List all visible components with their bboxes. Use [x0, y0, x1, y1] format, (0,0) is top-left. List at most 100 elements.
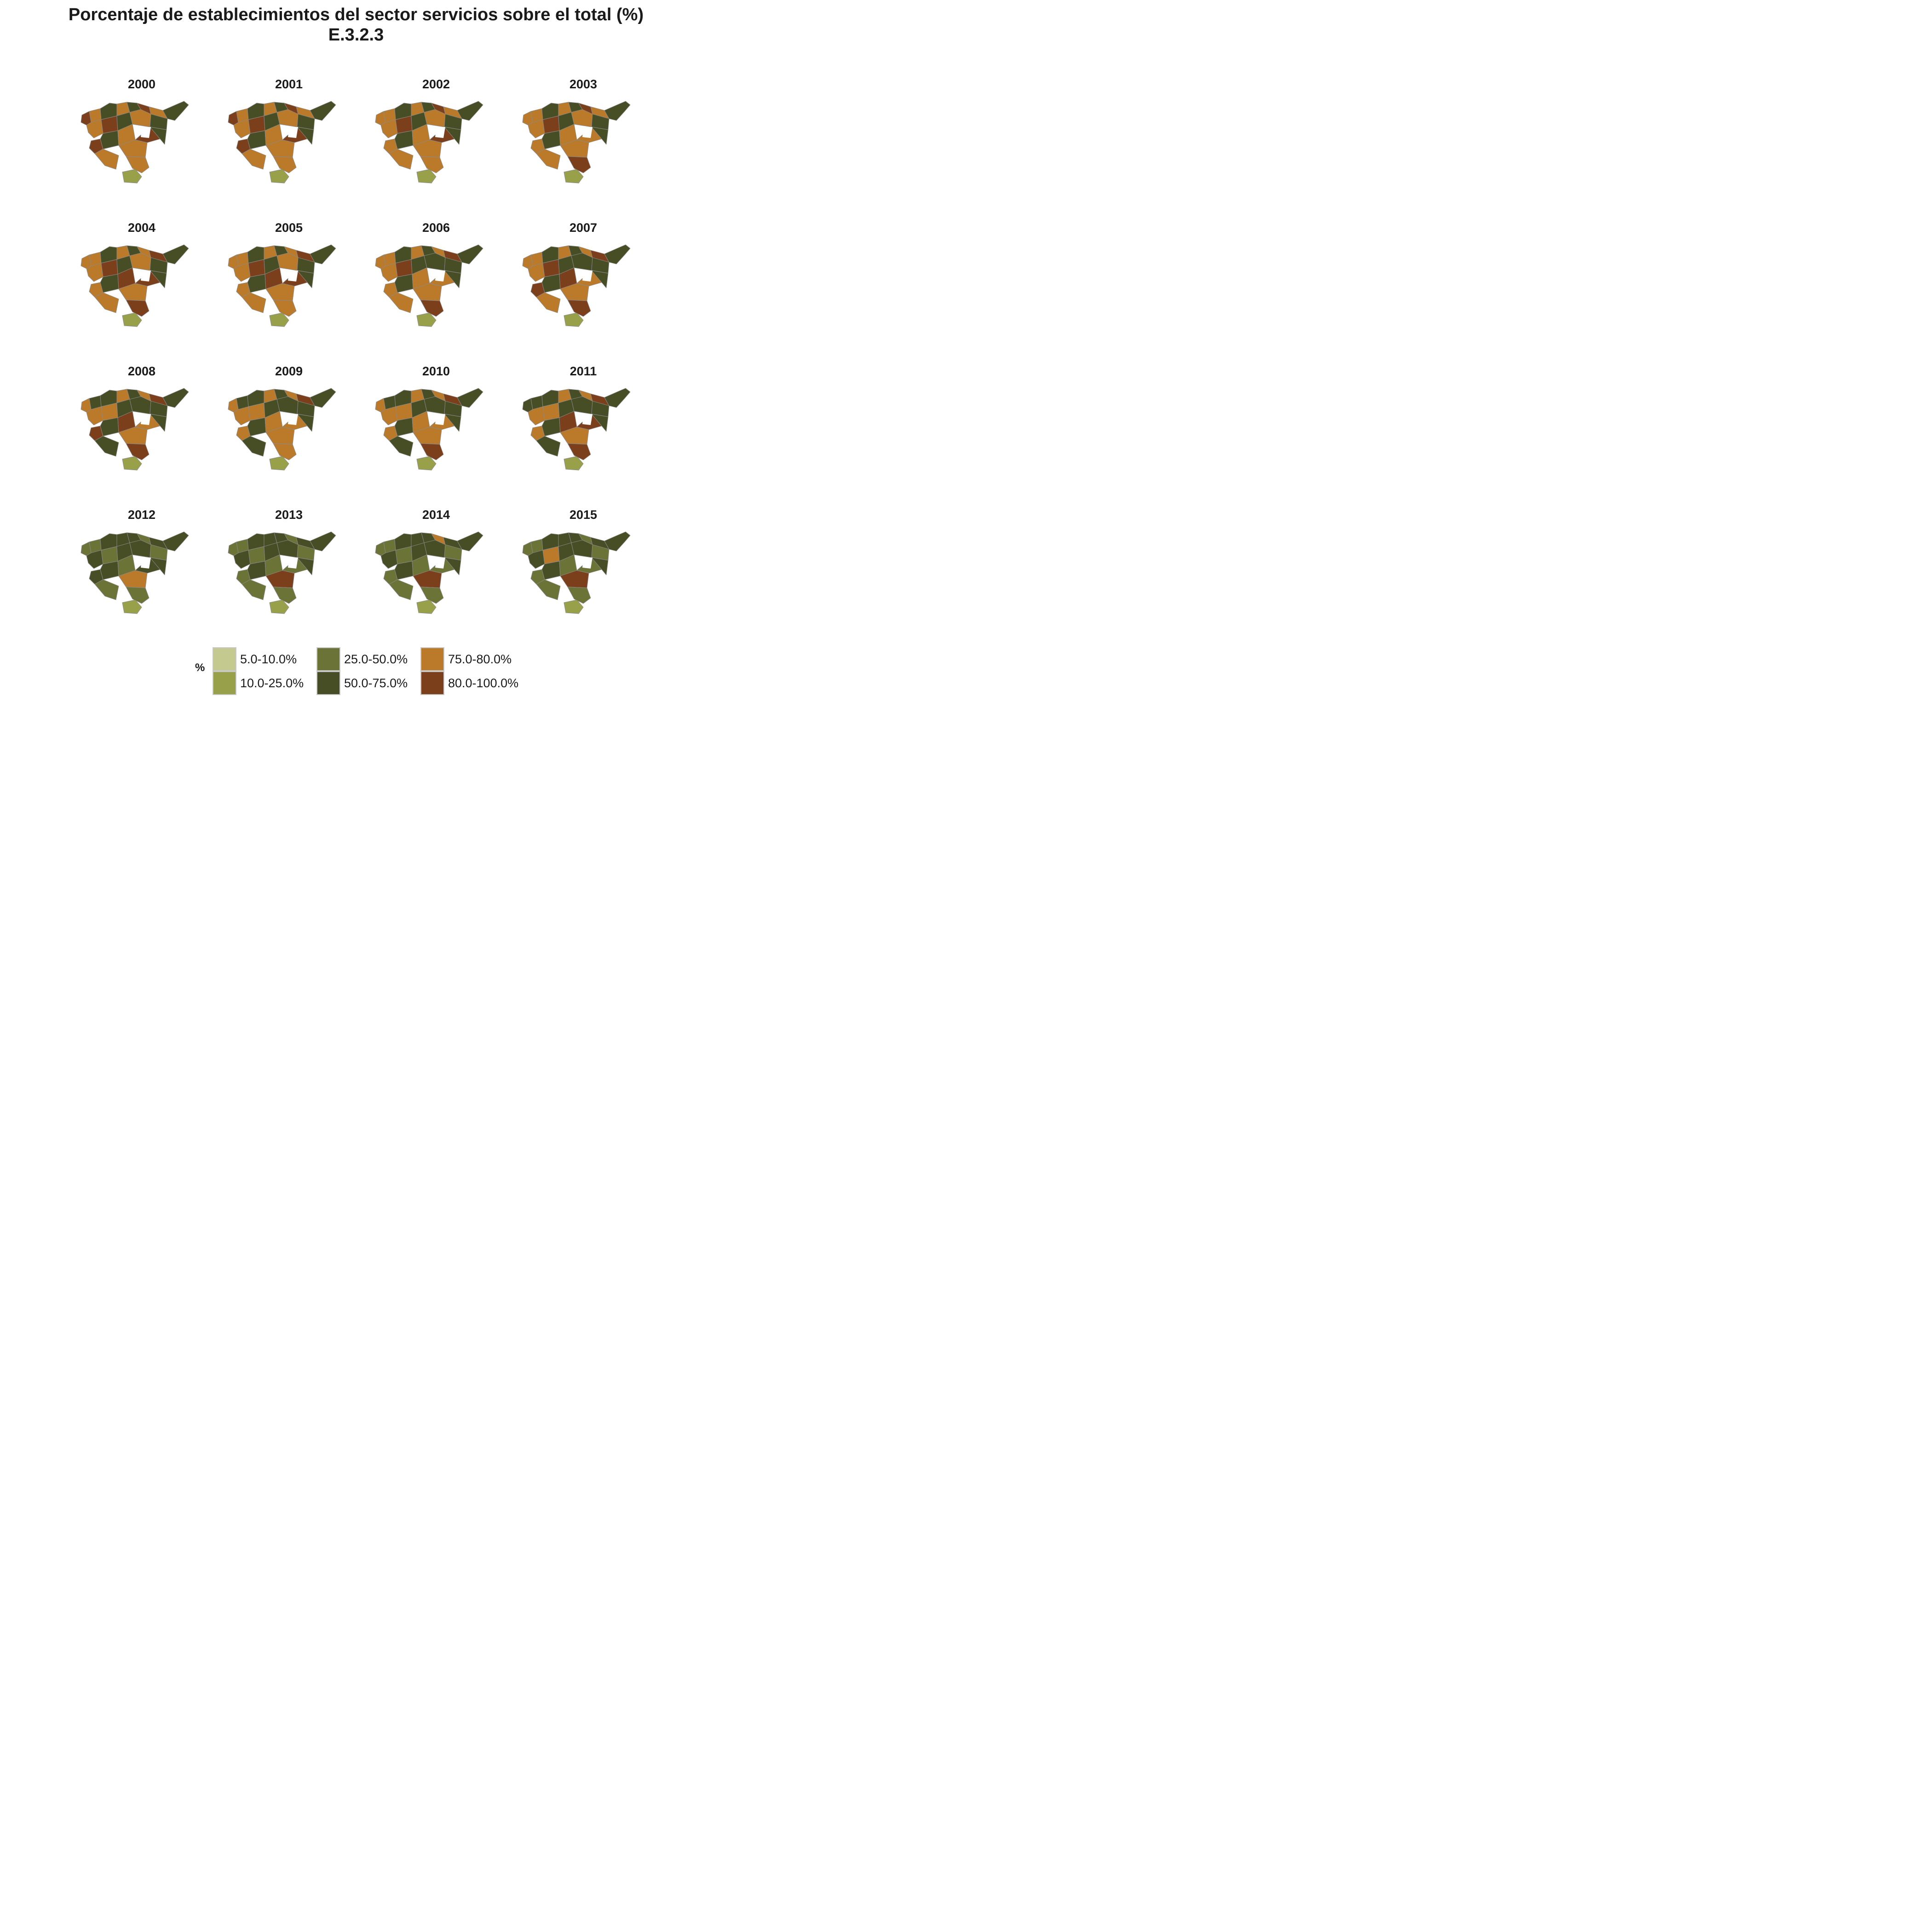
map-region: [269, 599, 289, 614]
map-region: [541, 561, 561, 580]
legend-item-1: 5.0-10.0%: [213, 647, 297, 672]
map-region: [126, 586, 150, 604]
map-region: [242, 579, 266, 600]
choropleth-map: [522, 101, 631, 184]
map-gap: [288, 414, 298, 425]
map-panel-2004: 2004: [68, 221, 215, 359]
map-region: [247, 417, 266, 437]
map-region: [457, 101, 483, 121]
map-gap: [435, 414, 445, 425]
choropleth-map: [522, 531, 631, 614]
map-region: [310, 531, 336, 552]
map-region: [604, 531, 631, 552]
map-region: [536, 436, 561, 457]
map-region: [567, 299, 591, 317]
legend-label: 5.0-10.0%: [240, 652, 297, 666]
map-region: [247, 274, 266, 293]
map-region: [541, 417, 561, 437]
map-region: [162, 531, 189, 552]
map-region: [416, 312, 437, 327]
map-panel-2001: 2001: [215, 77, 362, 215]
choropleth-map: [80, 388, 189, 471]
map-region: [126, 156, 150, 173]
map-panel-2011: 2011: [510, 364, 657, 502]
legend-item-6: 80.0-100.0%: [420, 671, 518, 696]
map-region: [416, 169, 437, 184]
choropleth-map: [228, 101, 336, 184]
map-region: [560, 570, 589, 588]
map-region: [94, 292, 119, 313]
panel-year-label: 2014: [422, 508, 450, 522]
map-region: [297, 557, 314, 575]
map-panel-2005: 2005: [215, 221, 362, 359]
choropleth-map: [375, 531, 483, 614]
map-region: [310, 244, 336, 264]
map-gap: [141, 558, 151, 569]
panel-year-label: 2011: [569, 364, 597, 378]
map-gap: [435, 127, 445, 138]
map-region: [536, 579, 561, 600]
map-region: [444, 126, 461, 145]
map-region: [242, 149, 266, 170]
map-region: [564, 456, 584, 471]
choropleth-map: [522, 388, 631, 471]
legend-label: 75.0-80.0%: [448, 652, 512, 666]
map-gap: [558, 161, 572, 169]
panel-year-label: 2000: [127, 77, 156, 91]
map-region: [541, 274, 561, 293]
panel-year-label: 2007: [569, 221, 598, 235]
map-region: [150, 414, 167, 432]
map-region: [567, 443, 591, 460]
map-gap: [141, 414, 151, 425]
map-region: [94, 436, 119, 457]
map-region: [242, 292, 266, 313]
map-region: [604, 101, 631, 121]
map-gap: [117, 448, 131, 456]
map-region: [413, 139, 442, 158]
map-region: [297, 414, 314, 432]
map-region: [604, 388, 631, 408]
map-region: [413, 283, 442, 301]
map-region: [269, 312, 289, 327]
map-region: [122, 312, 142, 327]
legend-item-4: 50.0-75.0%: [316, 671, 408, 696]
map-region: [389, 579, 414, 600]
panel-year-label: 2009: [275, 364, 303, 378]
map-region: [567, 156, 591, 173]
map-region: [94, 149, 119, 170]
map-region: [560, 283, 589, 301]
map-region: [122, 599, 142, 614]
map-panel-2010: 2010: [362, 364, 510, 502]
map-region: [389, 436, 414, 457]
map-region: [265, 283, 295, 301]
chart-subtitle-code: E.3.2.3: [328, 25, 384, 45]
map-gap: [117, 592, 131, 600]
panel-year-label: 2005: [275, 221, 303, 235]
chart-title: Porcentaje de establecimientos del secto…: [0, 5, 712, 45]
map-region: [394, 274, 414, 293]
legend-swatch: [420, 647, 444, 671]
map-gap: [288, 558, 298, 569]
map-gap: [288, 127, 298, 138]
choropleth-map: [228, 531, 336, 614]
map-region: [457, 388, 483, 408]
map-region: [265, 426, 295, 445]
map-region: [413, 426, 442, 445]
map-gap: [582, 558, 592, 569]
panel-year-label: 2002: [422, 77, 450, 91]
legend-label: 80.0-100.0%: [448, 676, 519, 690]
map-region: [564, 169, 584, 184]
legend-title: %: [195, 661, 205, 674]
map-region: [162, 101, 189, 121]
map-region: [126, 443, 150, 460]
map-region: [420, 156, 444, 173]
legend-swatch: [420, 671, 444, 695]
legend-item-3: 25.0-50.0%: [316, 647, 408, 672]
map-panel-2012: 2012: [68, 508, 215, 646]
map-panel-2007: 2007: [510, 221, 657, 359]
map-gap: [558, 448, 572, 456]
choropleth-map: [228, 244, 336, 327]
map-region: [162, 388, 189, 408]
map-gap: [288, 270, 298, 282]
legend-item-5: 75.0-80.0%: [420, 647, 512, 672]
